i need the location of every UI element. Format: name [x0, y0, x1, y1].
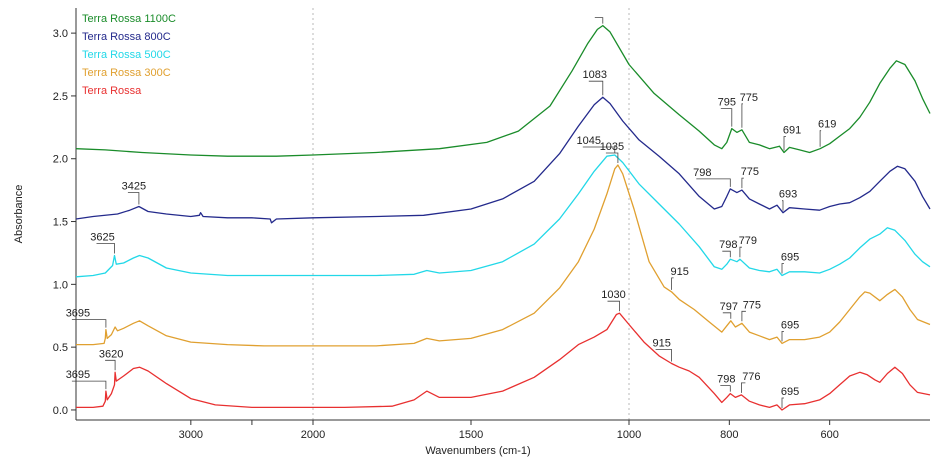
annotation-leader: [127, 192, 140, 205]
annotation-leader: [739, 246, 742, 258]
annotation-leader: [781, 397, 784, 408]
annotation-leader: [741, 310, 746, 322]
annotation-leader: [781, 331, 784, 342]
annotation-leader: [819, 130, 822, 147]
peak-annotations: 1083 3425 798 775 693 795 775 691 619 1045 3625 798…: [66, 17, 836, 408]
y-tick-label: 0.5: [53, 342, 68, 354]
annotation-leader: [671, 277, 674, 290]
series-line: [75, 24, 931, 157]
annotation-label: 797: [720, 301, 738, 313]
annotation-label: 915: [652, 337, 670, 349]
legend-entry: Terra Rossa 1100C: [82, 13, 176, 25]
annotation-leader: [605, 152, 619, 163]
x-axis-title: Wavenumbers (cm-1): [425, 445, 530, 457]
x-tick-label: 1500: [459, 429, 483, 441]
annotation-leader: [588, 80, 604, 96]
annotation-label: 779: [739, 235, 757, 247]
annotation-label: 695: [781, 319, 799, 331]
x-tick-label: 2000: [301, 429, 325, 441]
legend: Terra Rossa 1100C Terra Rossa 800C Terra R…: [82, 13, 176, 97]
x-tick-label: 1000: [617, 429, 641, 441]
annotation-label: 775: [741, 166, 759, 178]
annotation-leader: [607, 300, 620, 312]
y-tick-label: 3.0: [53, 28, 68, 40]
legend-entry: Terra Rossa: [82, 85, 142, 97]
annotation-leader: [720, 108, 733, 127]
annotation-leader: [655, 349, 672, 362]
annotation-label: 915: [670, 266, 688, 278]
y-tick-label: 0.0: [53, 405, 68, 417]
annotation-label: 776: [742, 371, 760, 383]
annotation-leader: [582, 146, 616, 153]
annotation-leader: [105, 359, 116, 371]
y-axis-title: Absorbance: [13, 185, 25, 244]
annotation-leader: [722, 312, 732, 319]
y-tick-label: 2.5: [53, 91, 68, 103]
annotation-label: 3425: [122, 180, 146, 192]
annotation-label: 798: [719, 239, 737, 251]
annotation-label: 3625: [90, 231, 114, 243]
annotation-label: 1083: [583, 69, 607, 81]
annotation-label: 775: [740, 92, 758, 104]
series-line: [76, 312, 931, 411]
x-tick-label: 600: [820, 429, 838, 441]
annotation-label: 795: [718, 97, 736, 109]
x-tick-label: 800: [720, 429, 738, 441]
annotation-label: 695: [781, 386, 799, 398]
annotation-leader: [71, 380, 107, 390]
annotation-leader: [96, 243, 115, 254]
annotation-label: 1030: [601, 289, 625, 301]
series-line: [75, 154, 931, 278]
annotation-label: 798: [693, 167, 711, 179]
annotation-label: 1045: [577, 135, 601, 147]
y-tick-label: 1.5: [53, 217, 68, 229]
series-line: [76, 164, 931, 347]
grid-lines: [312, 8, 630, 420]
annotation-label: 798: [717, 374, 735, 386]
annotation-label: 619: [818, 119, 836, 131]
annotation-label: 1035: [600, 141, 624, 153]
x-tick-label: 3000: [179, 429, 203, 441]
annotation-leader: [741, 103, 743, 128]
y-tick-label: 2.0: [53, 154, 68, 166]
annotation-leader: [720, 385, 731, 392]
annotation-label: 695: [781, 252, 799, 264]
series-line: [75, 96, 931, 224]
annotation-leader: [722, 250, 731, 258]
annotation-leader: [741, 382, 746, 393]
annotation-label: 691: [783, 124, 801, 136]
annotation-leader: [782, 200, 784, 211]
legend-entry: Terra Rossa 300C: [82, 67, 171, 79]
annotation-leader: [696, 178, 731, 187]
annotation-leader: [71, 319, 107, 328]
peak-marker: [594, 17, 604, 24]
annotation-leader: [781, 263, 784, 274]
annotation-leader: [783, 136, 786, 151]
annotation-label: 3620: [99, 348, 123, 360]
axis-ticks: 3000 2000 1500 1000 800 600 0.0 0.5 1.0 1.5 2.0 2.5…: [53, 28, 839, 441]
spectra-series: [75, 24, 931, 411]
annotation-label: 693: [779, 189, 797, 201]
annotation-label: 3695: [66, 369, 90, 381]
annotation-leader: [741, 177, 744, 189]
legend-entry: Terra Rossa 800C: [82, 31, 171, 43]
legend-entry: Terra Rossa 500C: [82, 49, 171, 61]
y-tick-label: 1.0: [53, 279, 68, 291]
annotation-label: 775: [743, 299, 761, 311]
annotation-label: 3695: [66, 308, 90, 320]
axes: Wavenumbers (cm-1) Absorbance: [13, 8, 930, 457]
